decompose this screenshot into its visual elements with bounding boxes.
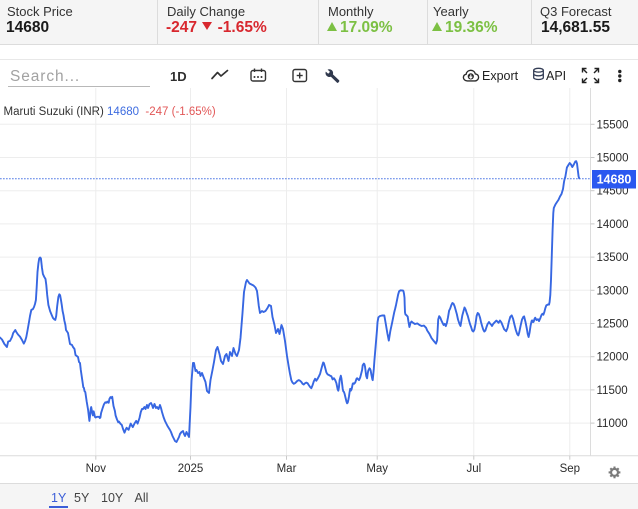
- svg-text:11500: 11500: [597, 385, 628, 397]
- svg-text:14000: 14000: [597, 219, 629, 231]
- svg-text:11000: 11000: [597, 418, 628, 430]
- svg-text:Mar: Mar: [277, 463, 297, 475]
- svg-text:13000: 13000: [597, 285, 629, 297]
- svg-text:2025: 2025: [178, 463, 204, 475]
- svg-text:Nov: Nov: [86, 463, 107, 475]
- svg-text:14680: 14680: [597, 173, 632, 187]
- svg-text:Jul: Jul: [466, 463, 481, 475]
- svg-text:May: May: [366, 463, 388, 475]
- svg-text:15500: 15500: [597, 119, 629, 131]
- svg-text:14500: 14500: [597, 186, 629, 198]
- svg-text:Sep: Sep: [560, 463, 580, 475]
- svg-text:13500: 13500: [597, 252, 629, 264]
- svg-text:15000: 15000: [597, 153, 629, 165]
- svg-text:12000: 12000: [597, 352, 629, 364]
- svg-text:12500: 12500: [597, 319, 629, 331]
